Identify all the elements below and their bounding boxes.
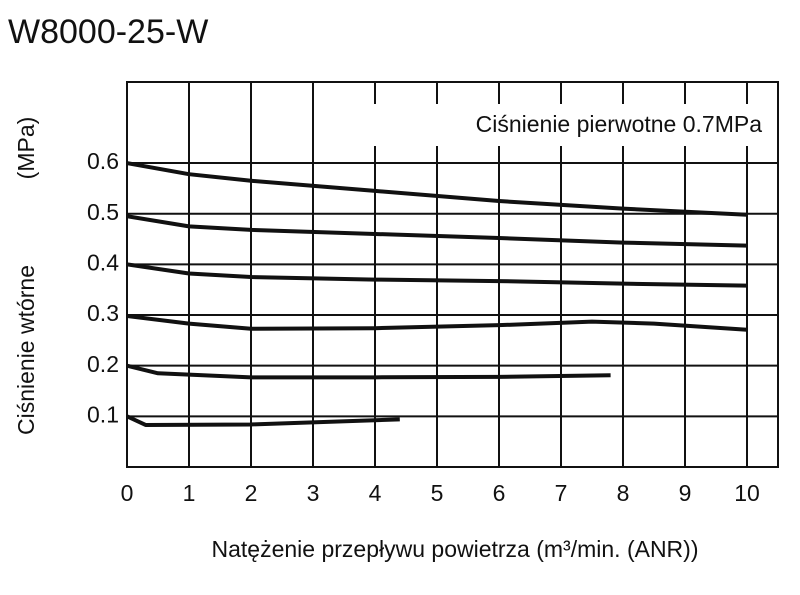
x-tick-label: 3 — [307, 480, 320, 506]
annotation-box — [360, 104, 772, 146]
line — [126, 414, 400, 427]
x-tick-label: 7 — [555, 480, 568, 506]
x-tick-label: 8 — [617, 480, 630, 506]
annotation: Ciśnienie pierwotne 0.7MPa — [476, 111, 763, 137]
y-tick-label: 0.4 — [87, 249, 119, 275]
y-tick-label: 0.6 — [87, 148, 119, 174]
x-axis-label: Natężenie przepływu powietrza (m³/min. (… — [212, 536, 699, 562]
x-tick-label: 2 — [245, 480, 258, 506]
line — [126, 363, 611, 380]
x-tick-label: 1 — [183, 480, 196, 506]
y-tick-label: 0.1 — [87, 401, 119, 427]
x-tick-label: 4 — [369, 480, 382, 506]
x-tick-label: 6 — [493, 480, 506, 506]
x-tick-label: 5 — [431, 480, 444, 506]
x-tick-label: 9 — [679, 480, 692, 506]
x-tick-label: 0 — [121, 480, 134, 506]
line — [126, 314, 748, 332]
line — [126, 262, 748, 288]
y-tick-label: 0.2 — [87, 351, 119, 377]
chart-title: W8000-25-W — [8, 13, 208, 51]
line — [126, 214, 748, 248]
y-tick-label: 0.5 — [87, 199, 119, 225]
line — [126, 161, 748, 217]
y-axis-unit: (MPa) — [13, 117, 39, 180]
x-tick-label: 10 — [734, 480, 760, 506]
y-axis-label: Ciśnienie wtórne — [13, 265, 39, 435]
y-tick-label: 0.3 — [87, 300, 119, 326]
